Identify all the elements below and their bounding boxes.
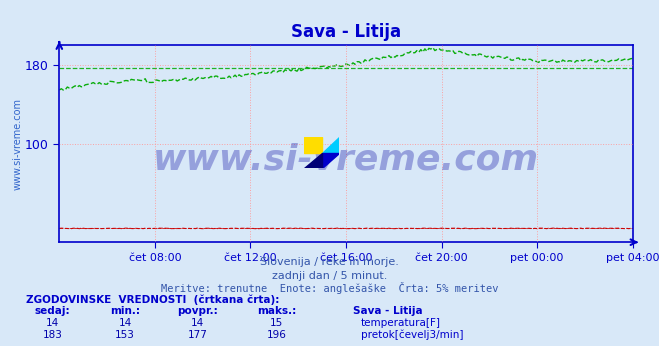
- Text: min.:: min.:: [110, 306, 140, 316]
- Text: zadnji dan / 5 minut.: zadnji dan / 5 minut.: [272, 271, 387, 281]
- Text: ZGODOVINSKE  VREDNOSTI  (črtkana črta):: ZGODOVINSKE VREDNOSTI (črtkana črta):: [26, 294, 279, 305]
- Text: povpr.:: povpr.:: [177, 306, 218, 316]
- Y-axis label: www.si-vreme.com: www.si-vreme.com: [13, 98, 22, 190]
- Bar: [304, 137, 322, 153]
- Text: 183: 183: [43, 330, 63, 340]
- Text: 15: 15: [270, 318, 283, 328]
- Text: Sava - Litija: Sava - Litija: [353, 306, 422, 316]
- Text: maks.:: maks.:: [257, 306, 297, 316]
- Text: 196: 196: [267, 330, 287, 340]
- Text: pretok[čevelj3/min]: pretok[čevelj3/min]: [361, 330, 464, 340]
- Text: www.si-vreme.com: www.si-vreme.com: [153, 142, 539, 176]
- Text: 153: 153: [115, 330, 135, 340]
- Polygon shape: [322, 137, 339, 153]
- Text: Meritve: trenutne  Enote: anglešaške  Črta: 5% meritev: Meritve: trenutne Enote: anglešaške Črta…: [161, 282, 498, 294]
- Text: 14: 14: [191, 318, 204, 328]
- Title: Sava - Litija: Sava - Litija: [291, 22, 401, 40]
- Text: 14: 14: [119, 318, 132, 328]
- Text: sedaj:: sedaj:: [35, 306, 71, 316]
- Text: Slovenija / reke in morje.: Slovenija / reke in morje.: [260, 257, 399, 267]
- Text: 177: 177: [188, 330, 208, 340]
- Text: temperatura[F]: temperatura[F]: [361, 318, 441, 328]
- Text: 14: 14: [46, 318, 59, 328]
- Polygon shape: [304, 153, 322, 168]
- Polygon shape: [322, 153, 339, 168]
